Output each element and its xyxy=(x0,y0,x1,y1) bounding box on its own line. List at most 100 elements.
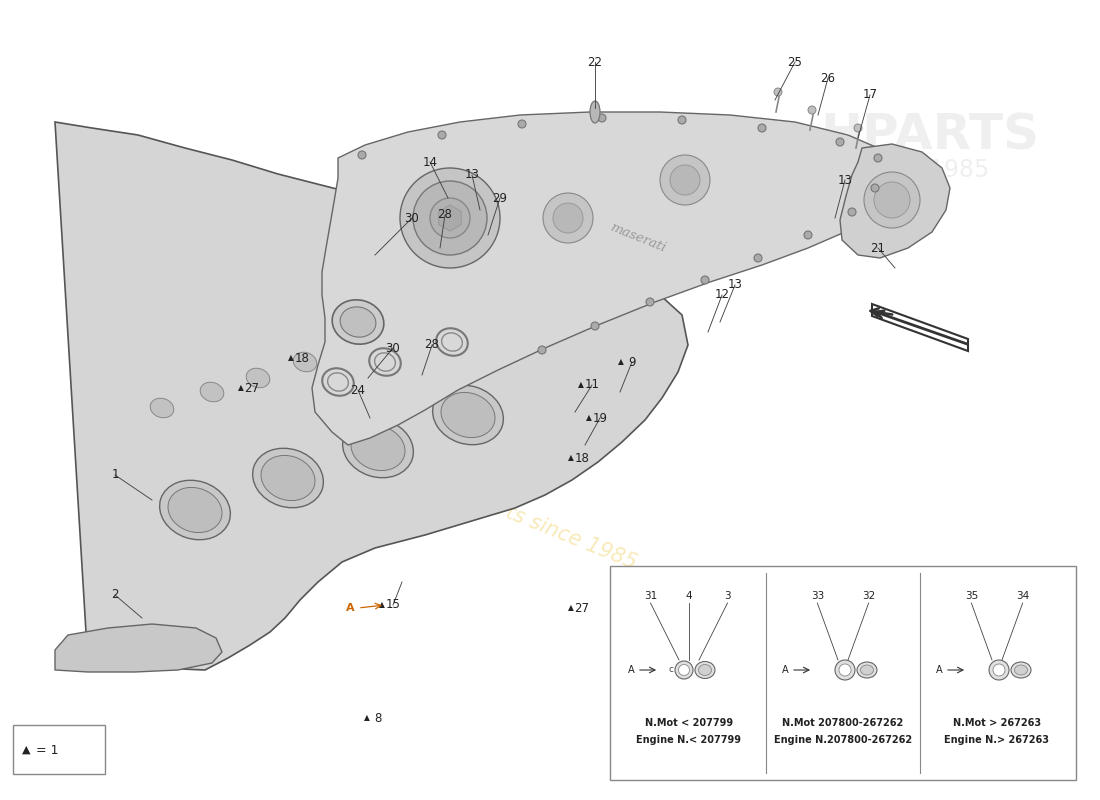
Ellipse shape xyxy=(590,101,600,123)
Text: ▲: ▲ xyxy=(568,454,574,462)
Text: ▲: ▲ xyxy=(238,383,244,393)
Text: 21: 21 xyxy=(870,242,886,254)
Ellipse shape xyxy=(466,296,490,316)
Ellipse shape xyxy=(253,448,323,508)
Text: N.Mot 207800-267262: N.Mot 207800-267262 xyxy=(782,718,903,728)
Text: a passion for parts since 1985: a passion for parts since 1985 xyxy=(340,437,640,574)
Polygon shape xyxy=(312,112,898,445)
Text: maserati: maserati xyxy=(608,221,668,255)
Text: 32: 32 xyxy=(862,591,876,601)
FancyBboxPatch shape xyxy=(13,725,105,774)
Text: 28: 28 xyxy=(425,338,439,351)
Text: 12: 12 xyxy=(715,289,729,302)
Ellipse shape xyxy=(1014,665,1027,675)
Circle shape xyxy=(553,203,583,233)
Circle shape xyxy=(660,155,710,205)
Text: 30: 30 xyxy=(386,342,400,354)
Text: ▲: ▲ xyxy=(568,603,574,613)
Text: 28: 28 xyxy=(438,209,452,222)
Text: ▲: ▲ xyxy=(579,381,584,390)
Circle shape xyxy=(836,138,844,146)
Ellipse shape xyxy=(432,386,504,445)
Circle shape xyxy=(400,168,500,268)
Text: 13: 13 xyxy=(464,169,480,182)
Ellipse shape xyxy=(332,300,384,344)
Text: Engine N.< 207799: Engine N.< 207799 xyxy=(637,735,741,745)
Circle shape xyxy=(538,346,546,354)
Ellipse shape xyxy=(200,382,223,402)
Text: 34: 34 xyxy=(1016,591,1030,601)
Circle shape xyxy=(871,184,879,192)
Ellipse shape xyxy=(695,662,715,678)
Circle shape xyxy=(848,208,856,216)
Polygon shape xyxy=(872,304,968,351)
Text: 15: 15 xyxy=(386,598,400,611)
Circle shape xyxy=(874,154,882,162)
Text: 31: 31 xyxy=(644,591,657,601)
Text: A: A xyxy=(936,665,943,675)
Text: N.Mot < 207799: N.Mot < 207799 xyxy=(645,718,733,728)
Circle shape xyxy=(701,276,710,284)
Text: 14: 14 xyxy=(422,155,438,169)
Ellipse shape xyxy=(294,352,317,372)
Circle shape xyxy=(598,114,606,122)
Ellipse shape xyxy=(342,418,414,478)
Polygon shape xyxy=(439,205,461,231)
Text: N.Mot > 267263: N.Mot > 267263 xyxy=(953,718,1041,728)
Text: ▲: ▲ xyxy=(288,354,294,362)
Ellipse shape xyxy=(540,268,564,288)
Circle shape xyxy=(678,116,686,124)
Text: 25: 25 xyxy=(788,55,802,69)
Ellipse shape xyxy=(338,338,362,358)
Ellipse shape xyxy=(381,326,404,345)
Polygon shape xyxy=(55,624,222,672)
Text: 18: 18 xyxy=(295,351,309,365)
Ellipse shape xyxy=(441,393,495,438)
Circle shape xyxy=(679,665,690,675)
Text: Engine N.207800-267262: Engine N.207800-267262 xyxy=(774,735,912,745)
Circle shape xyxy=(774,88,782,96)
FancyBboxPatch shape xyxy=(610,566,1076,780)
Circle shape xyxy=(989,660,1009,680)
Ellipse shape xyxy=(698,665,712,675)
Text: 24: 24 xyxy=(351,383,365,397)
Text: c: c xyxy=(669,666,673,674)
Text: 27: 27 xyxy=(244,382,260,394)
Text: HPARTS: HPARTS xyxy=(821,111,1040,159)
Text: 29: 29 xyxy=(493,191,507,205)
Text: A: A xyxy=(628,665,635,675)
Text: 1: 1 xyxy=(111,469,119,482)
Ellipse shape xyxy=(1011,662,1031,678)
Polygon shape xyxy=(55,122,688,670)
Text: 30: 30 xyxy=(405,211,419,225)
Text: ▲: ▲ xyxy=(618,358,624,366)
Circle shape xyxy=(839,664,851,676)
Text: = 1: = 1 xyxy=(36,743,58,757)
Circle shape xyxy=(412,181,487,255)
Polygon shape xyxy=(840,144,950,258)
Circle shape xyxy=(518,120,526,128)
Circle shape xyxy=(864,172,920,228)
Circle shape xyxy=(835,660,855,680)
Text: A: A xyxy=(345,603,354,613)
Text: 13: 13 xyxy=(837,174,852,186)
Circle shape xyxy=(646,298,654,306)
Ellipse shape xyxy=(168,487,222,533)
Ellipse shape xyxy=(860,665,873,675)
Text: 35: 35 xyxy=(965,591,978,601)
Circle shape xyxy=(808,106,816,114)
Text: 3: 3 xyxy=(724,591,730,601)
Text: ▲: ▲ xyxy=(586,414,592,422)
Ellipse shape xyxy=(420,310,443,330)
Text: 17: 17 xyxy=(862,89,878,102)
Ellipse shape xyxy=(246,368,270,388)
Circle shape xyxy=(430,198,470,238)
Ellipse shape xyxy=(857,662,877,678)
Text: 4: 4 xyxy=(685,591,692,601)
Circle shape xyxy=(854,124,862,132)
Circle shape xyxy=(758,124,766,132)
Circle shape xyxy=(804,231,812,239)
Text: 9: 9 xyxy=(628,355,636,369)
Ellipse shape xyxy=(261,455,315,501)
Circle shape xyxy=(993,664,1005,676)
